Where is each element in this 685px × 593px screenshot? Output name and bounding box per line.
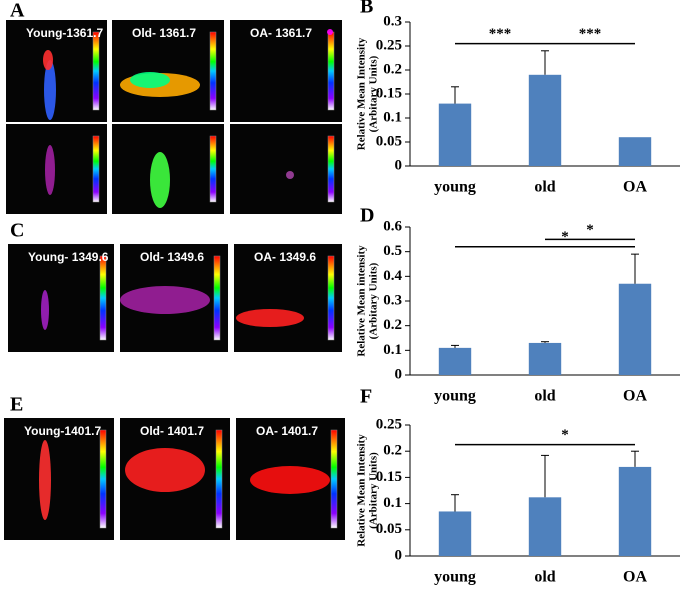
image-panel	[230, 20, 342, 122]
x-tick-label: OA	[623, 388, 647, 405]
y-tick-label: 0.15	[376, 85, 402, 101]
y-tick-label: 0.15	[376, 469, 402, 485]
bar	[438, 511, 472, 556]
bar	[618, 466, 652, 556]
tissue-signal	[45, 145, 55, 195]
y-tick-label: 0	[395, 547, 403, 563]
y-tick-label: 0.05	[376, 133, 402, 149]
image-panel	[112, 20, 224, 122]
y-tick-label: 0.2	[383, 317, 402, 333]
x-tick-label: young	[434, 569, 476, 586]
image-title: Young- 1349.6	[28, 250, 109, 264]
tissue-signal	[150, 152, 170, 208]
image-panel	[8, 244, 114, 352]
bar	[528, 74, 562, 166]
color-bar	[327, 255, 335, 341]
image-panel	[4, 418, 114, 540]
bar	[618, 283, 652, 375]
bar	[618, 137, 652, 166]
significance-marker: *	[561, 427, 569, 443]
y-tick-label: 0.1	[383, 342, 402, 358]
tissue-signal	[327, 29, 333, 35]
x-tick-label: young	[434, 179, 476, 196]
color-bar	[92, 31, 100, 111]
y-tick-label: 0.05	[376, 521, 402, 537]
y-tick-label: 0.2	[383, 61, 402, 77]
tissue-signal	[120, 286, 210, 314]
y-tick-label: 0.25	[376, 37, 402, 53]
y-axis-label: (Arbitary Units)	[368, 262, 380, 339]
y-axis-label: Relative Mean intensity	[356, 245, 368, 357]
image-title: Young-1401.7	[24, 424, 101, 438]
tissue-signal	[44, 60, 56, 120]
y-tick-label: 0.3	[383, 13, 402, 29]
tissue-signal	[130, 72, 170, 88]
y-tick-label: 0.1	[383, 109, 402, 125]
color-bar	[209, 31, 217, 111]
color-bar	[215, 429, 223, 529]
x-tick-label: old	[534, 179, 555, 196]
significance-marker: *	[586, 222, 594, 238]
color-bar	[92, 135, 100, 203]
color-bar	[99, 255, 107, 341]
image-title: Old- 1349.6	[140, 250, 204, 264]
bar	[528, 497, 562, 556]
image-title: OA- 1361.7	[250, 26, 312, 40]
panel-label: C	[10, 220, 24, 242]
color-bar	[213, 255, 221, 341]
image-title: OA- 1349.6	[254, 250, 316, 264]
color-bar	[327, 135, 335, 203]
x-tick-label: OA	[623, 179, 647, 196]
tissue-signal	[286, 171, 294, 179]
x-tick-label: old	[534, 388, 555, 405]
y-axis-label: (Arbitary Units)	[368, 55, 380, 132]
bar	[438, 103, 472, 166]
image-panel	[6, 20, 107, 122]
color-bar	[330, 429, 338, 529]
image-title: OA- 1401.7	[256, 424, 318, 438]
color-bar	[99, 429, 107, 529]
significance-marker: ***	[579, 26, 602, 42]
y-tick-label: 0.4	[383, 268, 402, 284]
tissue-signal	[39, 440, 51, 520]
y-tick-label: 0.3	[383, 292, 402, 308]
x-tick-label: young	[434, 388, 476, 405]
significance-marker: *	[561, 229, 569, 245]
panel-label: B	[360, 0, 373, 18]
tissue-signal	[236, 309, 304, 327]
bar	[528, 342, 562, 375]
image-panel	[230, 124, 342, 214]
y-axis-label: (Arbitary Units)	[368, 452, 380, 529]
bar	[438, 347, 472, 375]
significance-marker: ***	[489, 26, 512, 42]
x-tick-label: old	[534, 569, 555, 586]
tissue-signal	[250, 466, 330, 494]
tissue-signal	[43, 50, 53, 70]
y-tick-label: 0.2	[383, 443, 402, 459]
image-title: Old- 1361.7	[132, 26, 196, 40]
image-panel	[234, 244, 342, 352]
y-axis-label: Relative Mean Intensity	[356, 434, 368, 547]
image-panel	[6, 124, 107, 214]
image-title: Young-1361.7	[26, 26, 103, 40]
y-axis-label: Relative Mean Intensity	[356, 37, 368, 150]
panel-label: D	[360, 205, 374, 227]
tissue-signal	[125, 448, 205, 492]
y-tick-label: 0.25	[376, 416, 402, 432]
panel-label: E	[10, 394, 23, 416]
y-tick-label: 0.1	[383, 495, 402, 511]
y-tick-label: 0.5	[383, 243, 402, 259]
panel-label: A	[10, 0, 25, 22]
y-tick-label: 0.6	[383, 218, 402, 234]
color-bar	[209, 135, 217, 203]
color-bar	[327, 31, 335, 111]
y-tick-label: 0	[395, 366, 403, 382]
panel-label: F	[360, 386, 372, 408]
tissue-signal	[41, 290, 49, 330]
x-tick-label: OA	[623, 569, 647, 586]
y-tick-label: 0	[395, 157, 403, 173]
image-title: Old- 1401.7	[140, 424, 204, 438]
